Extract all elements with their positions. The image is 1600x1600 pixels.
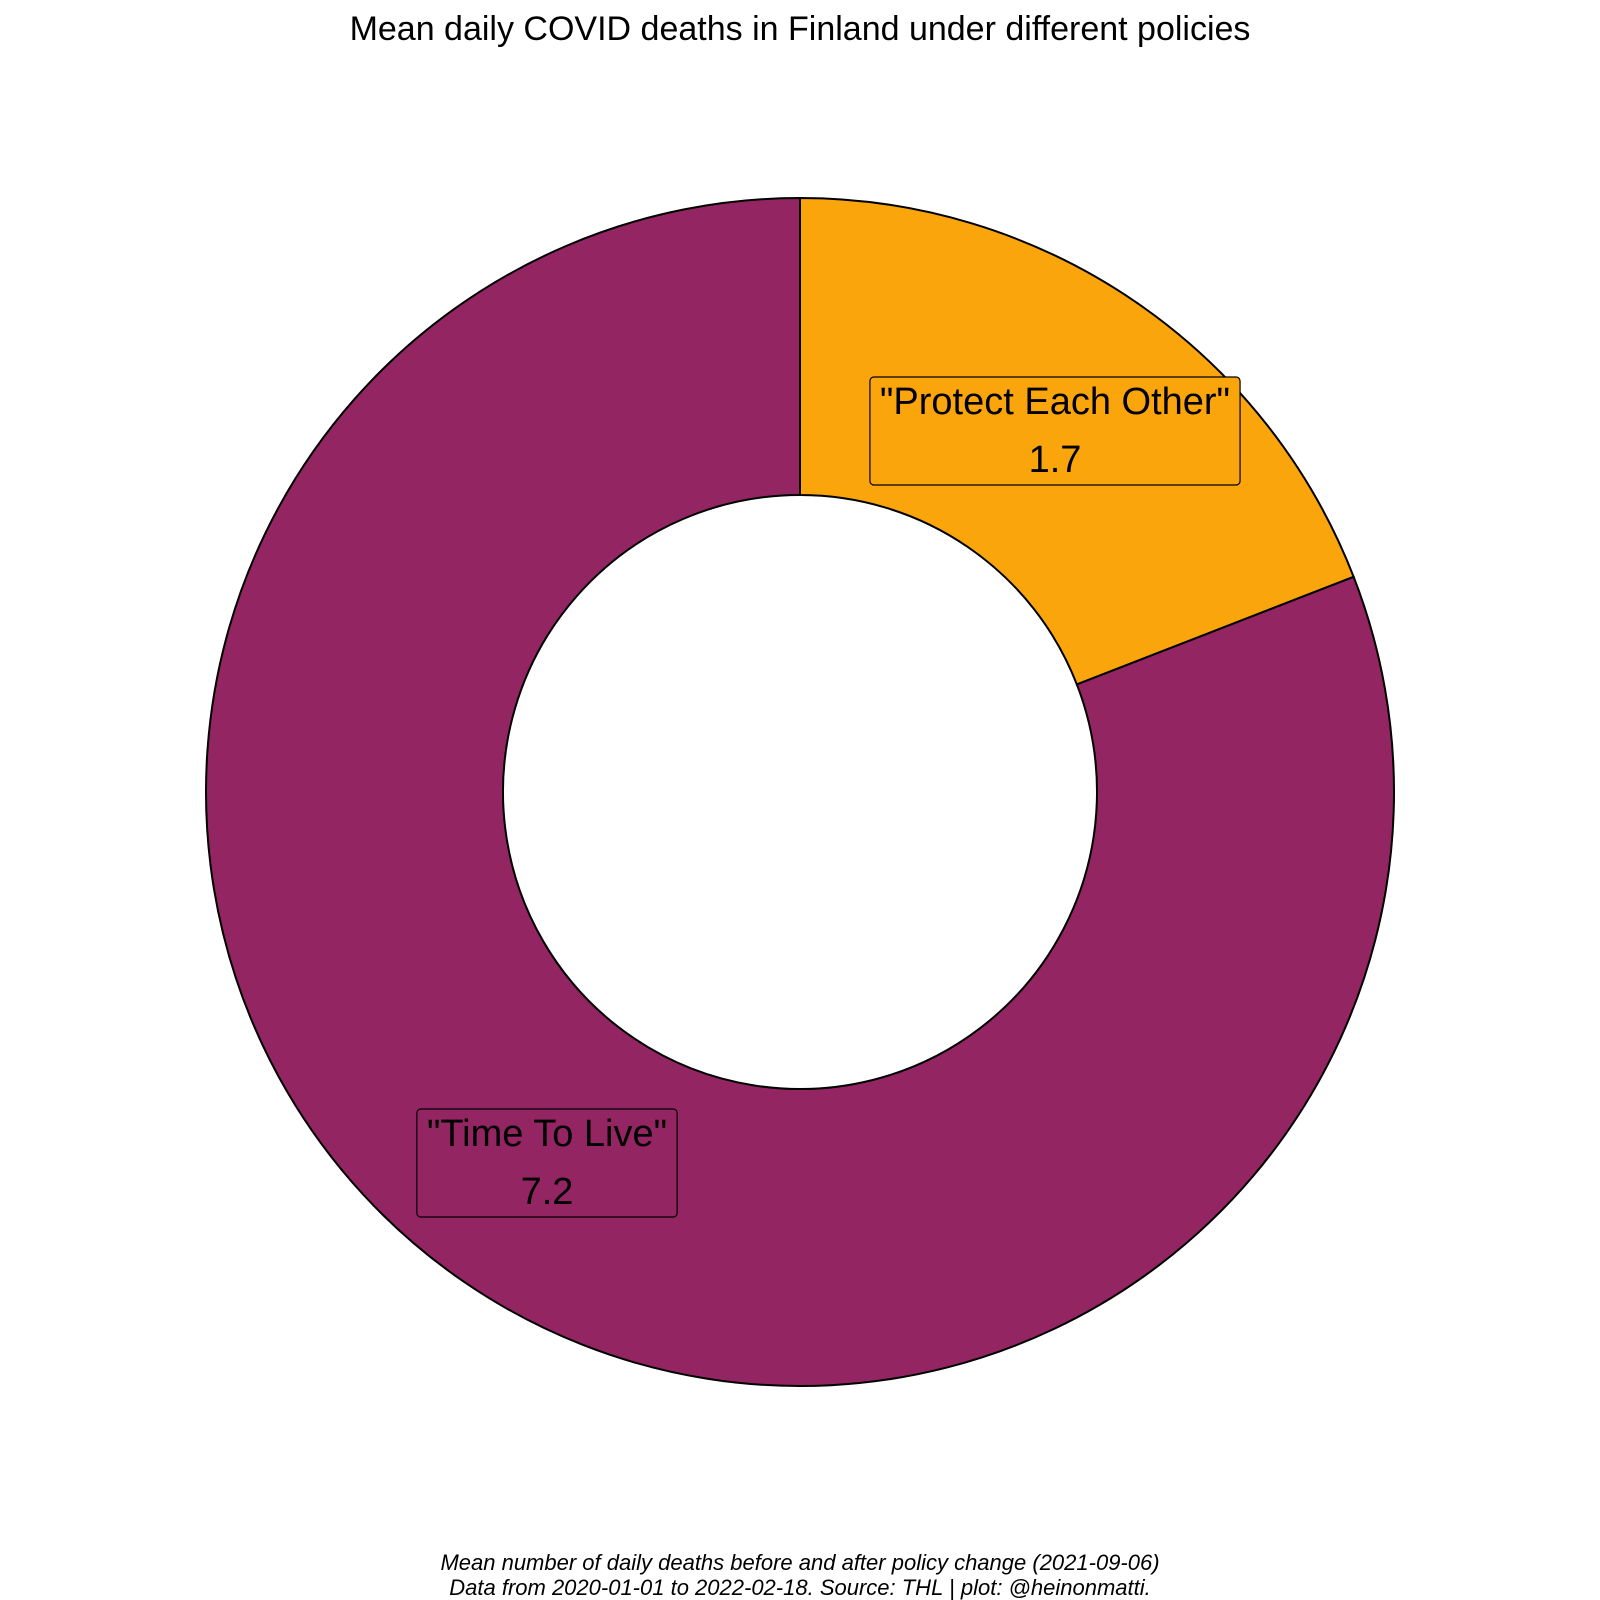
slice-label-2: "Time To Live" 7.2 — [416, 1108, 678, 1218]
slice-label-1: "Protect Each Other" 1.7 — [869, 376, 1241, 486]
slice-label-name: "Protect Each Other" — [880, 381, 1230, 423]
slice-label-box — [416, 1108, 678, 1218]
chart-title: Mean daily COVID deaths in Finland under… — [349, 10, 1251, 48]
slice-label-name: "Time To Live" — [427, 1113, 667, 1155]
slice-label-value: 7.2 — [521, 1171, 574, 1213]
labels-layer: "Protect Each Other" 1.7 "Time To Live" 7.2 — [416, 376, 1241, 1218]
caption-line-1: Mean number of daily deaths before and a… — [440, 1550, 1160, 1575]
slice-label-box — [869, 376, 1241, 486]
slice-2 — [205, 196, 1395, 1387]
slices-layer — [205, 196, 1395, 1387]
slice-label-value: 1.7 — [1029, 439, 1082, 481]
chart-caption: Mean number of daily deaths before and a… — [0, 1550, 1600, 1600]
caption-line-2: Data from 2020-01-01 to 2022-02-18. Sour… — [449, 1575, 1151, 1600]
